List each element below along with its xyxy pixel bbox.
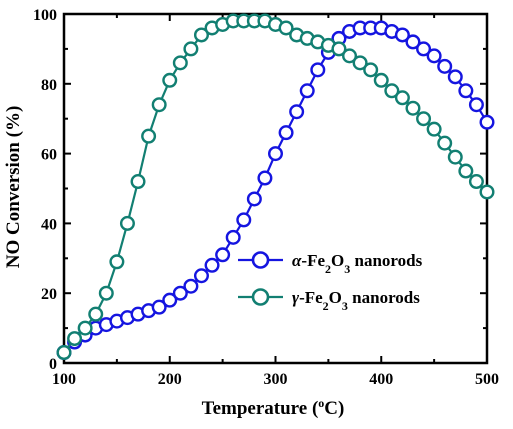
data-point [162, 292, 178, 308]
data-point [257, 170, 273, 186]
data-point [98, 285, 114, 301]
y-tick-label: 60 [41, 147, 57, 164]
data-point [437, 135, 453, 151]
data-point [289, 104, 305, 120]
legend-item-1: α-Fe2O3 nanorods [238, 251, 423, 276]
y-axis-title: NO Conversion (%) [3, 106, 24, 269]
data-point [394, 90, 410, 106]
data-point [468, 174, 484, 190]
x-tick-label: 200 [158, 371, 182, 388]
data-point [151, 299, 167, 315]
data-point [268, 146, 284, 162]
data-point [109, 254, 125, 270]
x-axis-title: Temperature (oC) [202, 396, 345, 419]
x-tick-label: 100 [52, 371, 76, 388]
data-point [130, 174, 146, 190]
data-point [479, 184, 495, 200]
data-point [416, 41, 432, 57]
data-point [151, 97, 167, 113]
data-point [236, 212, 252, 228]
y-tick-label: 100 [33, 7, 57, 24]
data-point [405, 100, 421, 116]
data-point [215, 247, 231, 263]
data-point [416, 111, 432, 127]
y-tick-label: 80 [41, 77, 57, 94]
data-point [183, 41, 199, 57]
legend-label: α-Fe2O3 nanorods [292, 251, 423, 276]
series-line [63, 26, 488, 354]
data-point [183, 278, 199, 294]
data-point [172, 55, 188, 71]
data-point [426, 121, 442, 137]
data-point [56, 345, 72, 361]
series-2 [56, 13, 495, 361]
data-point [193, 268, 209, 284]
data-point [331, 41, 347, 57]
legend-marker [251, 288, 270, 306]
legend-label: γ-Fe2O3 nanorods [292, 288, 420, 313]
data-point [394, 27, 410, 43]
data-point [67, 331, 83, 347]
data-point [405, 34, 421, 50]
data-point [373, 72, 389, 88]
data-point [437, 58, 453, 74]
data-point [447, 149, 463, 165]
data-point [468, 97, 484, 113]
x-tick-label: 300 [264, 371, 288, 388]
data-point [119, 215, 135, 231]
data-point [204, 257, 220, 273]
data-point [426, 48, 442, 64]
y-tick-label: 20 [41, 286, 57, 303]
data-point [141, 128, 157, 144]
data-point [342, 48, 358, 64]
legend: α-Fe2O3 nanorods γ-Fe2O3 nanorods [238, 251, 423, 313]
data-point [77, 320, 93, 336]
series-line [63, 19, 488, 354]
data-point [352, 55, 368, 71]
data-point [88, 306, 104, 322]
data-point [193, 27, 209, 43]
y-tick-label: 0 [49, 356, 57, 373]
legend-item-2: γ-Fe2O3 nanorods [238, 288, 420, 313]
legend-marker [251, 251, 270, 269]
data-point [447, 69, 463, 85]
data-point [458, 83, 474, 99]
data-point [479, 114, 495, 130]
data-point [172, 285, 188, 301]
data-point [278, 125, 294, 141]
x-tick-label: 400 [369, 371, 393, 388]
series-layer [56, 13, 495, 361]
data-point [225, 229, 241, 245]
data-point [299, 83, 315, 99]
data-point [278, 20, 294, 36]
series-1 [56, 20, 495, 361]
y-tick-label: 40 [41, 216, 57, 233]
data-point [310, 62, 326, 78]
x-tick-label: 500 [475, 371, 499, 388]
data-point [162, 72, 178, 88]
data-point [246, 191, 262, 207]
data-point [384, 83, 400, 99]
data-point [458, 163, 474, 179]
data-point [363, 62, 379, 78]
